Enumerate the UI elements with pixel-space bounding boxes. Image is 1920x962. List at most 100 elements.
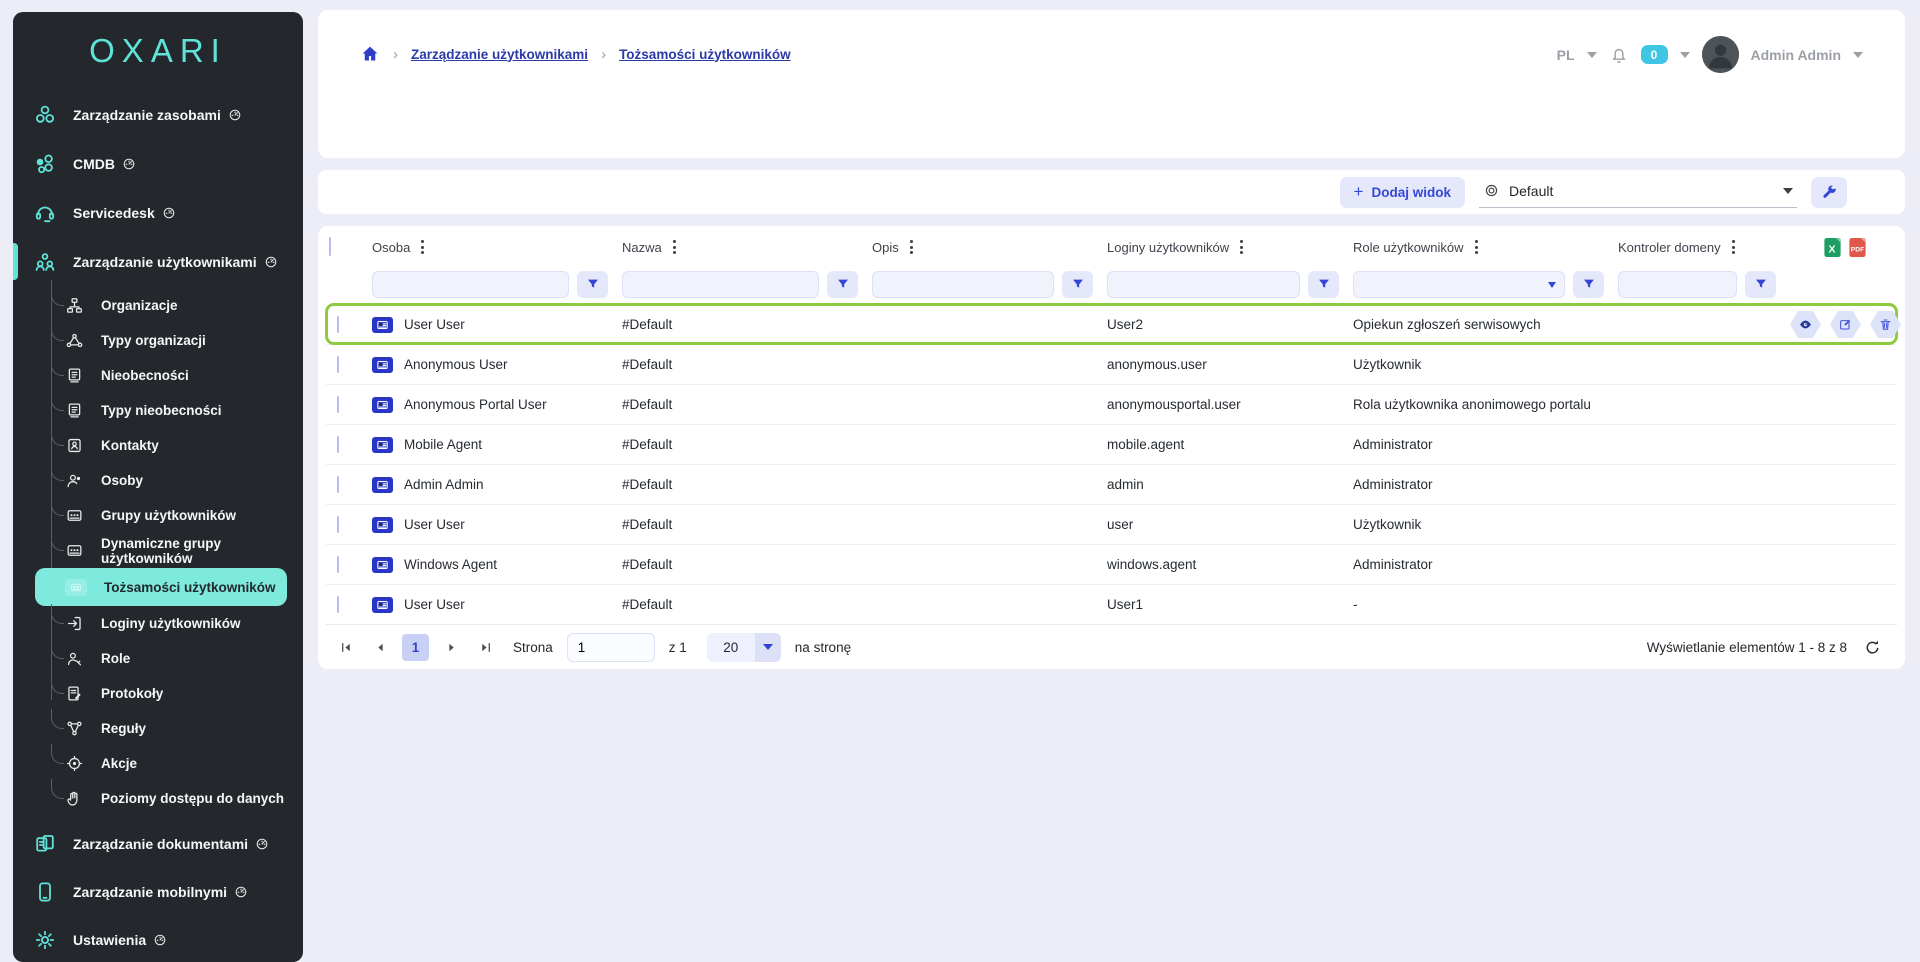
first-page-button[interactable] [332,633,360,661]
next-page-button[interactable] [437,633,465,661]
column-header-osoba[interactable]: Osoba [372,238,622,256]
sidebar-subitem-typy-nieobecnosci[interactable]: Typy nieobecności [13,391,303,428]
sidebar-subitem-akcje[interactable]: Akcje [13,744,303,781]
cell-role: Opiekun zgłoszeń serwisowych [1353,317,1541,332]
export-excel-icon[interactable] [1823,237,1842,258]
row-checkbox[interactable] [337,476,339,493]
filter-button-nazwa[interactable] [827,270,858,298]
refresh-button[interactable] [1863,636,1885,658]
filter-button-osoba[interactable] [577,270,608,298]
column-header-kontroler-domeny[interactable]: Kontroler domeny [1618,238,1790,256]
table-row[interactable]: User User #Default user Użytkownik [326,504,1897,544]
sidebar-subitem-label: Nieobecności [101,368,189,383]
chevron-down-icon[interactable] [1853,51,1863,58]
table-row[interactable]: User User #Default User2 Opiekun zgłosze… [325,303,1901,345]
table-row[interactable]: Admin Admin #Default admin Administrator [326,464,1897,504]
row-checkbox[interactable] [337,596,339,613]
table-row[interactable]: Anonymous User #Default anonymous.user U… [326,344,1897,384]
column-header-nazwa[interactable]: Nazwa [622,238,872,256]
row-checkbox[interactable] [337,556,339,573]
column-menu-icon[interactable] [671,238,678,256]
sidebar-subitem-kontakty[interactable]: Kontakty [13,426,303,463]
breadcrumb-link-user-identities[interactable]: Tożsamości użytkowników [619,46,791,62]
column-menu-icon[interactable] [908,238,915,256]
filter-button-opis[interactable] [1062,270,1093,298]
add-view-button[interactable]: + Dodaj widok [1339,176,1465,208]
refresh-icon [1866,639,1879,654]
filter-input-osoba[interactable] [372,270,569,298]
filter-button-loginy-uzytkownikow[interactable] [1308,270,1339,298]
column-menu-icon[interactable] [1238,238,1245,256]
sidebar-subitem-tozsamosci-uzytkownikow[interactable]: Tożsamości użytkowników [35,568,287,606]
sidebar-item-zarzadzanie-dokumentami[interactable]: Zarządzanie dokumentami [13,820,303,868]
table-row[interactable]: Mobile Agent #Default mobile.agent Admin… [326,424,1897,464]
osoba-value: Mobile Agent [404,437,483,452]
row-checkbox[interactable] [337,316,339,333]
page-size-select[interactable]: 20 [706,632,781,662]
column-menu-icon[interactable] [1473,238,1480,256]
filter-input-nazwa[interactable] [622,270,819,298]
gear-icon [35,930,55,950]
sidebar-item-zarzadzanie-uzytkownikami[interactable]: Zarządzanie użytkownikami [13,237,303,286]
funnel-icon [1583,279,1594,288]
sidebar-item-ustawienia[interactable]: Ustawienia [13,916,303,962]
sidebar-subitem-role[interactable]: Role [13,639,303,676]
chevron-down-icon[interactable] [1586,51,1597,58]
sidebar-subitem-nieobecnosci[interactable]: Nieobecności [13,356,303,393]
notification-badge[interactable]: 0 [1640,45,1668,64]
page-number-input[interactable] [566,632,655,662]
filter-input-opis[interactable] [872,270,1054,298]
select-all-checkbox[interactable] [329,237,331,256]
sidebar-subitem-reguly[interactable]: Reguły [13,709,303,746]
filter-input-loginy-uzytkownikow[interactable] [1107,270,1300,298]
sidebar-subitem-poziomy-dostepu-do-danych[interactable]: Poziomy dostępu do danych [13,779,303,816]
cell-osoba: Mobile Agent [372,436,622,453]
view-button[interactable] [1790,311,1821,338]
column-menu-icon[interactable] [419,238,426,256]
sidebar-item-cmdb[interactable]: CMDB [13,139,303,188]
filter-input-kontroler-domeny[interactable] [1618,270,1737,298]
table-row[interactable]: Anonymous Portal User #Default anonymous… [326,384,1897,424]
view-select[interactable]: Default [1479,176,1797,208]
user-menu-label[interactable]: Admin Admin [1750,46,1841,63]
sidebar-item-servicedesk[interactable]: Servicedesk [13,188,303,237]
filter-button-kontroler-domeny[interactable] [1745,270,1776,298]
sidebar-subitem-osoby[interactable]: Osoby [13,461,303,498]
sidebar-item-zarzadzanie-mobilnymi[interactable]: Zarządzanie mobilnymi [13,868,303,916]
row-checkbox[interactable] [337,436,339,453]
filter-button-role-uzytkownikow[interactable] [1573,270,1604,298]
column-header-role-uzytkownikow[interactable]: Role użytkowników [1353,238,1618,256]
column-header-label: Nazwa [622,239,662,255]
edit-button[interactable] [1830,311,1861,338]
row-checkbox[interactable] [337,516,339,533]
sidebar-subitem-loginy-uzytkownikow[interactable]: Loginy użytkowników [13,604,303,641]
sidebar-subitem-protokoly[interactable]: Protokoły [13,674,303,711]
sidebar-item-label: Zarządzanie mobilnymi [73,884,228,900]
column-header-opis[interactable]: Opis [872,238,1107,256]
column-menu-icon[interactable] [1730,238,1737,256]
table-row[interactable]: Windows Agent #Default windows.agent Adm… [326,544,1897,584]
breadcrumb-link-user-management[interactable]: Zarządzanie użytkownikami [411,46,589,62]
prev-page-button[interactable] [366,633,394,661]
avatar[interactable] [1701,36,1739,73]
bell-icon[interactable] [1609,45,1629,65]
chevron-down-icon[interactable] [1679,51,1690,58]
row-checkbox[interactable] [337,396,339,413]
sidebar-item-zarzadzanie-zasobami[interactable]: Zarządzanie zasobami [13,90,303,139]
export-pdf-icon[interactable] [1848,237,1867,258]
idcard-icon [65,578,87,596]
table-row[interactable]: User User #Default User1 - [326,584,1897,624]
home-icon[interactable] [360,44,380,64]
row-checkbox[interactable] [337,356,339,373]
sidebar-subitem-typy-organizacji[interactable]: Typy organizacji [13,321,303,358]
locale-selector[interactable]: PL [1556,46,1575,63]
sidebar-subitem-dynamiczne-grupy-uzytkownikow[interactable]: Dynamiczne grupy użytkowników [13,531,303,568]
page-1-button[interactable]: 1 [402,633,429,661]
view-settings-button[interactable] [1811,176,1847,208]
column-header-loginy-uzytkownikow[interactable]: Loginy użytkowników [1107,238,1353,256]
delete-button[interactable] [1870,311,1901,338]
last-page-button[interactable] [471,633,499,661]
filter-input-role-uzytkownikow[interactable] [1353,270,1565,298]
sidebar-subitem-organizacje[interactable]: Organizacje [13,286,303,323]
sidebar-subitem-grupy-uzytkownikow[interactable]: Grupy użytkowników [13,496,303,533]
